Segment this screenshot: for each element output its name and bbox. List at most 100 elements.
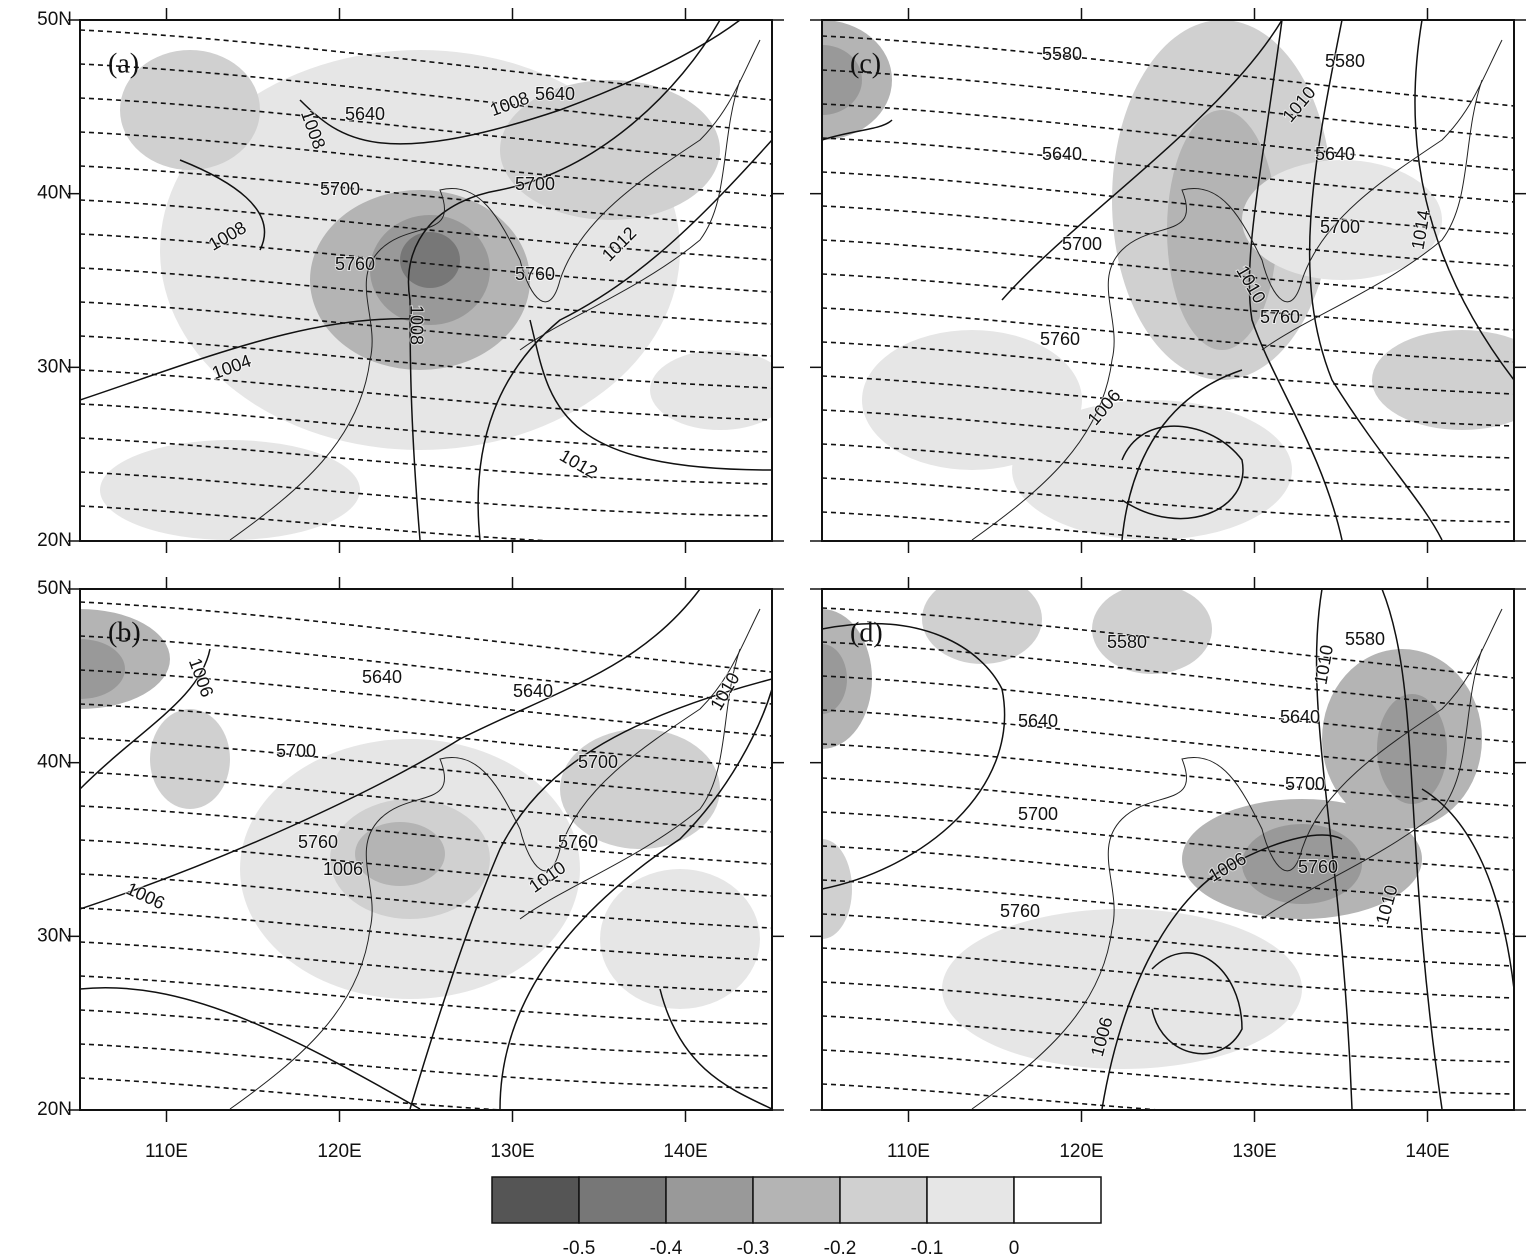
shading bbox=[1372, 330, 1514, 430]
lat-tick-label: 50N bbox=[37, 9, 72, 30]
pressure-contour bbox=[529, 319, 772, 471]
height-contour bbox=[80, 63, 772, 133]
height-contour bbox=[80, 635, 772, 705]
shading bbox=[355, 822, 445, 886]
shading bbox=[1377, 694, 1447, 804]
height-contour bbox=[822, 273, 1514, 331]
contour-label: 5700 bbox=[1320, 217, 1360, 237]
height-contour bbox=[822, 69, 1514, 139]
height-contour bbox=[80, 97, 772, 165]
height-contour bbox=[80, 1077, 514, 1110]
shading bbox=[600, 869, 760, 1009]
contour-label: 5640 bbox=[535, 84, 575, 104]
contour-label: 5640 bbox=[1315, 144, 1355, 164]
pressure-contour bbox=[407, 20, 721, 541]
height-contour bbox=[822, 307, 1514, 363]
panel-frame bbox=[821, 588, 1515, 1111]
height-contour bbox=[80, 669, 772, 737]
contour-label: 1010 bbox=[1310, 643, 1337, 686]
panel-frame bbox=[79, 588, 773, 1111]
height-contour bbox=[80, 267, 772, 325]
panel-label: (d) bbox=[850, 617, 883, 648]
height-contour bbox=[80, 199, 772, 261]
lon-tick-label: 140E bbox=[663, 1141, 707, 1162]
contour-label: 1006 bbox=[323, 859, 363, 879]
height-contour bbox=[80, 471, 772, 517]
colorbar-label: 0 bbox=[1009, 1238, 1020, 1256]
height-contour bbox=[80, 771, 772, 833]
pressure-contour bbox=[409, 678, 772, 1110]
height-contour bbox=[80, 703, 772, 769]
pressure-contour bbox=[822, 119, 893, 141]
height-contour bbox=[80, 839, 772, 897]
shading bbox=[862, 330, 1082, 470]
height-contour bbox=[822, 239, 1514, 299]
height-contour bbox=[822, 607, 1514, 679]
height-contour bbox=[822, 103, 1514, 171]
shading bbox=[80, 639, 125, 699]
contour-label: 5760 bbox=[558, 832, 598, 852]
lat-tick-label: 40N bbox=[37, 752, 72, 773]
colorbar-label: -0.2 bbox=[824, 1238, 857, 1256]
height-contour bbox=[822, 477, 1514, 523]
lon-tick-label: 110E bbox=[887, 1141, 930, 1162]
colorbar-box bbox=[578, 1176, 667, 1224]
height-contour bbox=[822, 341, 1514, 395]
contour-label: 5640 bbox=[1018, 711, 1058, 731]
contour-label: 1006 bbox=[123, 878, 168, 913]
shading bbox=[822, 644, 847, 714]
height-contour bbox=[80, 975, 772, 1025]
height-contour bbox=[822, 743, 1514, 807]
contour-label: 5580 bbox=[1325, 51, 1365, 71]
height-contour bbox=[80, 29, 772, 101]
height-contour bbox=[822, 777, 1514, 839]
pressure-contour bbox=[822, 622, 1006, 890]
map-content bbox=[822, 20, 1514, 541]
coastline bbox=[1261, 79, 1483, 351]
coastline bbox=[229, 608, 761, 1110]
contour-label: 5640 bbox=[1042, 144, 1082, 164]
shading bbox=[1012, 400, 1292, 540]
shading bbox=[1092, 589, 1212, 674]
map-content bbox=[822, 589, 1514, 1110]
pressure-contour bbox=[1121, 425, 1244, 520]
contour-label: 5700 bbox=[320, 179, 360, 199]
lat-tick-label: 50N bbox=[37, 578, 72, 599]
height-contour bbox=[80, 505, 566, 541]
height-contour bbox=[822, 511, 1211, 541]
height-contour bbox=[822, 443, 1514, 491]
height-contour bbox=[80, 233, 772, 293]
colorbar-box bbox=[491, 1176, 580, 1224]
pressure-contour bbox=[80, 317, 431, 401]
contour-label: 5700 bbox=[1018, 804, 1058, 824]
height-contour bbox=[822, 1083, 1170, 1110]
shading bbox=[822, 839, 852, 939]
height-contour bbox=[80, 301, 772, 357]
colorbar-label: -0.5 bbox=[563, 1238, 596, 1256]
contour-label: 5640 bbox=[513, 681, 553, 701]
contour-label: 5640 bbox=[345, 104, 385, 124]
height-contour bbox=[80, 131, 772, 197]
height-contour bbox=[822, 845, 1514, 903]
pressure-contour bbox=[80, 589, 701, 910]
height-contour bbox=[822, 137, 1514, 203]
colorbar-box bbox=[926, 1176, 1015, 1224]
coastline bbox=[519, 648, 741, 920]
contour-label: 1008 bbox=[406, 305, 426, 345]
shading bbox=[500, 80, 720, 220]
shading bbox=[100, 440, 360, 540]
coastline bbox=[1261, 648, 1483, 920]
contour-label: 5700 bbox=[515, 174, 555, 194]
colorbar-box bbox=[665, 1176, 754, 1224]
colorbar-label: -0.1 bbox=[911, 1238, 944, 1256]
height-contour bbox=[822, 171, 1514, 235]
pressure-contour bbox=[1308, 20, 1443, 541]
map-content bbox=[80, 589, 772, 1110]
height-contour bbox=[80, 941, 772, 993]
colorbar-label: -0.3 bbox=[737, 1238, 770, 1256]
pressure-contour bbox=[299, 20, 741, 145]
contour-label: 5700 bbox=[276, 741, 316, 761]
